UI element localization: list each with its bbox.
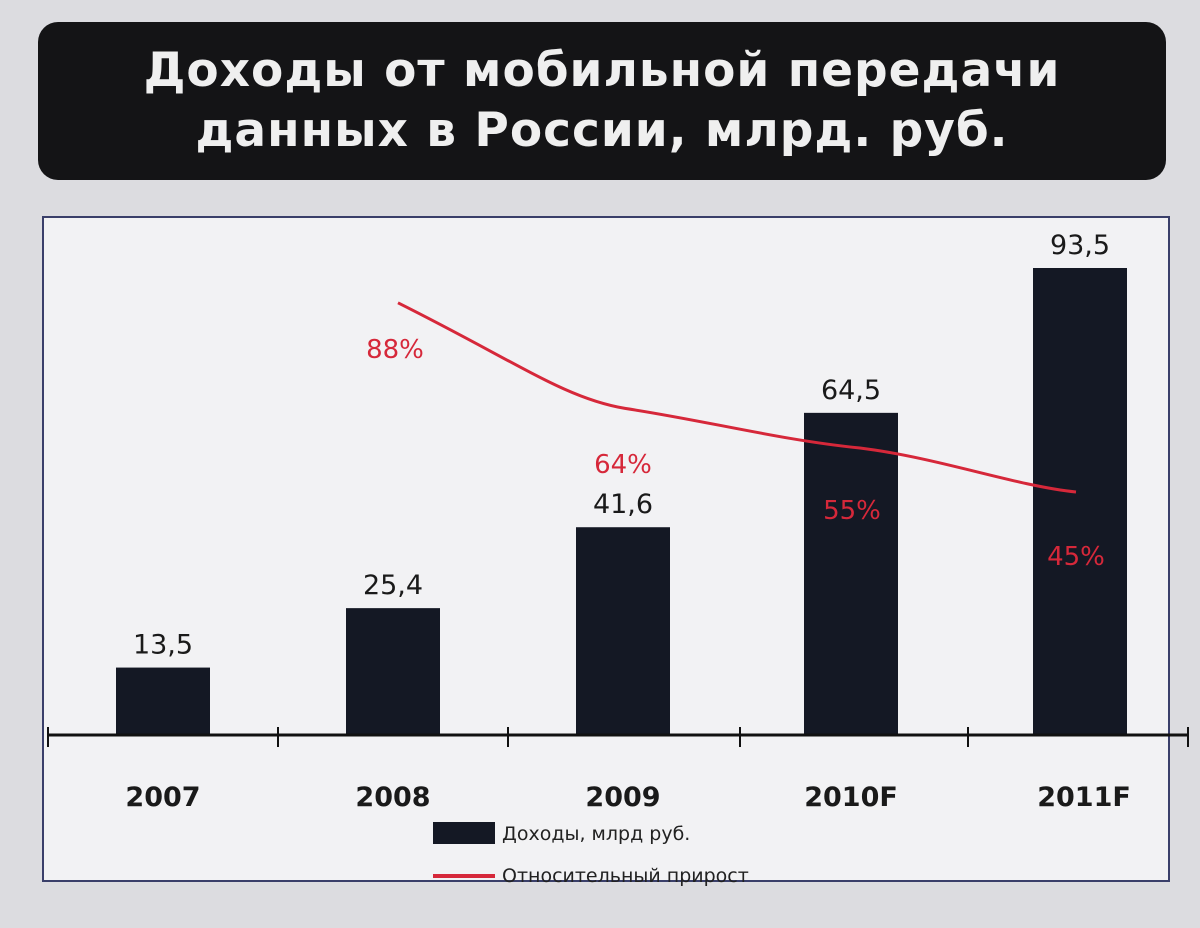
legend-swatch-revenue xyxy=(433,822,495,844)
legend-label-growth: Относительный прирост xyxy=(502,865,749,887)
growth-label-2010F: 55% xyxy=(823,496,881,526)
value-label-2008: 25,4 xyxy=(363,570,423,601)
category-label-2011F: 2011F xyxy=(1037,782,1131,813)
growth-label-2011F: 45% xyxy=(1047,542,1105,572)
bar-2008 xyxy=(346,608,440,735)
chart-title-line-2: данных в России, млрд. руб. xyxy=(195,103,1009,158)
category-label-2010F: 2010F xyxy=(804,782,898,813)
chart-title-box: Доходы от мобильной передачи данных в Ро… xyxy=(38,22,1166,180)
chart-frame xyxy=(42,216,1170,882)
chart-title-line-1: Доходы от мобильной передачи xyxy=(143,43,1061,98)
legend-label-revenue: Доходы, млрд руб. xyxy=(502,823,690,845)
category-label-2009: 2009 xyxy=(585,782,660,813)
bar-2009 xyxy=(576,527,670,735)
bar-2007 xyxy=(116,667,210,735)
growth-label-2009: 64% xyxy=(594,450,652,480)
value-label-2009: 41,6 xyxy=(593,489,653,520)
value-label-2010F: 64,5 xyxy=(821,375,881,406)
category-label-2008: 2008 xyxy=(355,782,430,813)
category-label-2007: 2007 xyxy=(125,782,200,813)
bar-2011F xyxy=(1033,268,1127,735)
bar-2010F xyxy=(804,412,898,735)
growth-label-2008: 88% xyxy=(366,335,424,365)
value-label-2007: 13,5 xyxy=(133,630,193,661)
value-label-2011F: 93,5 xyxy=(1050,230,1110,261)
growth-line xyxy=(397,301,1077,494)
